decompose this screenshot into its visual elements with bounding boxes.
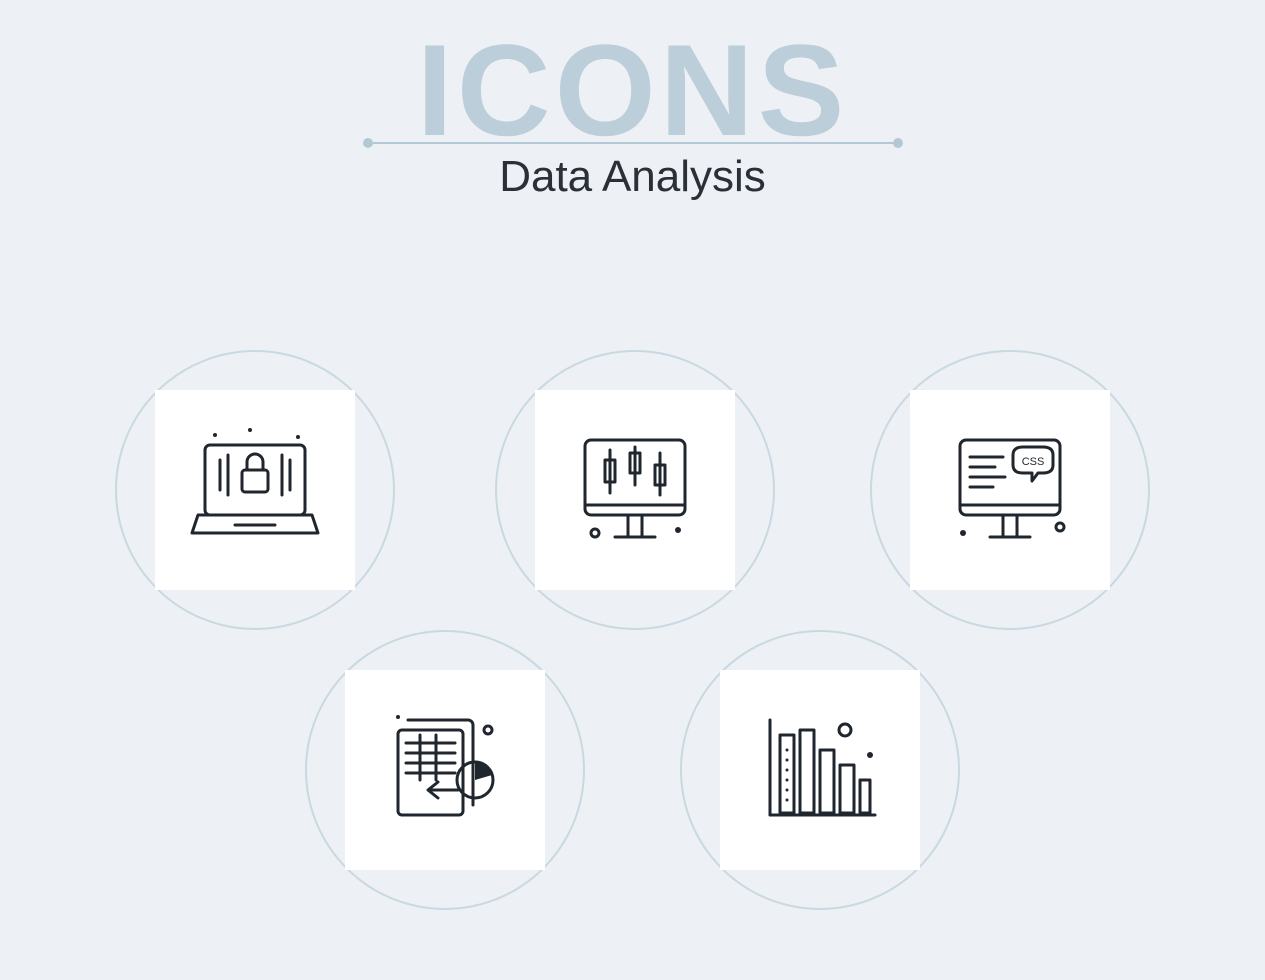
spreadsheet-pie-report-icon bbox=[370, 695, 520, 845]
background-title: ICONS bbox=[0, 35, 1265, 146]
header-block: ICONS Data Analysis bbox=[0, 0, 1265, 146]
icon-tile bbox=[720, 670, 920, 870]
monitor-css-code-icon: CSS bbox=[935, 415, 1085, 565]
monitor-candlestick-chart-icon bbox=[560, 415, 710, 565]
page-title: Data Analysis bbox=[499, 152, 766, 202]
css-bubble-text: CSS bbox=[1022, 456, 1045, 468]
bar-chart-icon bbox=[745, 695, 895, 845]
icon-tile bbox=[155, 390, 355, 590]
title-underline bbox=[363, 138, 903, 148]
icon-tile bbox=[345, 670, 545, 870]
icon-tile: CSS bbox=[910, 390, 1110, 590]
icon-tile bbox=[535, 390, 735, 590]
laptop-lock-icon bbox=[180, 415, 330, 565]
icon-canvas: CSS bbox=[0, 280, 1265, 980]
